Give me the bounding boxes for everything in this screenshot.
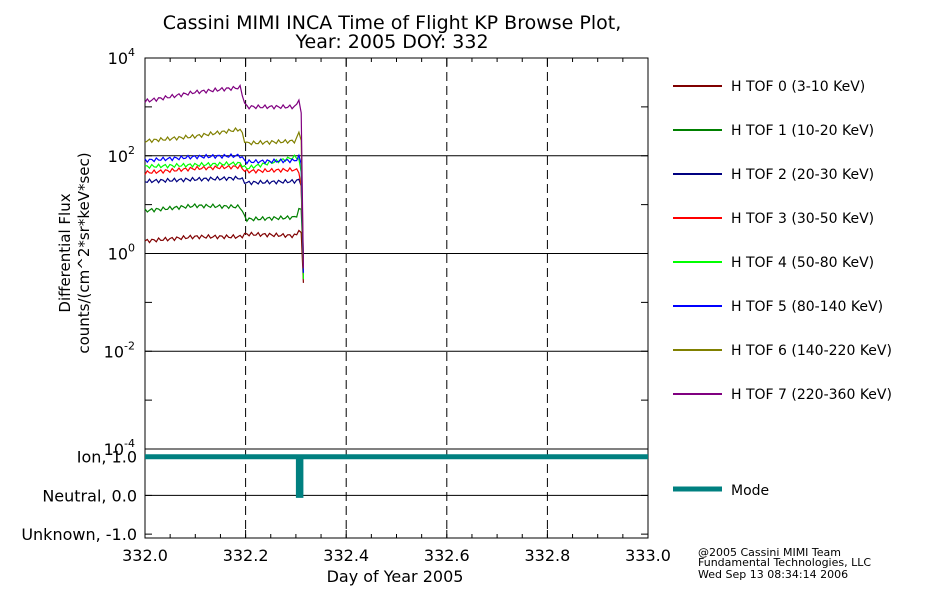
legend-label: H TOF 2 (20-30 KeV) xyxy=(731,167,874,183)
series-line xyxy=(144,203,304,269)
x-tick-label: 332.6 xyxy=(424,546,470,565)
mode-series-line xyxy=(145,454,648,498)
y-tick-label: 10-2 xyxy=(104,339,135,361)
legend-label: H TOF 0 (3-10 KeV) xyxy=(731,79,865,95)
x-axis-label: Day of Year 2005 xyxy=(327,567,464,586)
series-line xyxy=(144,163,304,280)
legend-label: H TOF 5 (80-140 KeV) xyxy=(731,299,883,315)
credits-line1: @2005 Cassini MIMI Team xyxy=(698,546,841,559)
legend-label: H TOF 1 (10-20 KeV) xyxy=(731,123,874,139)
y-tick-label: 102 xyxy=(108,144,135,166)
credits-line3: Wed Sep 13 08:34:14 2006 xyxy=(698,568,848,581)
y-tick-label: 104 xyxy=(108,46,135,68)
series-line xyxy=(144,84,304,269)
y-tick-label: 100 xyxy=(108,242,135,264)
x-tick-label: 332.4 xyxy=(323,546,369,565)
x-tick-label: 333.0 xyxy=(625,546,671,565)
credits-line2: Fundamental Technologies, LLC xyxy=(698,556,871,569)
legend-label: H TOF 4 (50-80 KeV) xyxy=(731,255,874,271)
x-tick-label: 332.0 xyxy=(122,546,168,565)
x-tick-label: 332.8 xyxy=(524,546,570,565)
mode-y-tick-label: Unknown, -1.0 xyxy=(21,525,137,544)
series-layer xyxy=(144,84,648,498)
legend-label: H TOF 6 (140-220 KeV) xyxy=(731,343,892,359)
chart-title-line1: Cassini MIMI INCA Time of Flight KP Brow… xyxy=(163,12,622,34)
legend: H TOF 0 (3-10 KeV) H TOF 1 (10-20 KeV) H T… xyxy=(673,79,892,499)
tick-layer: 332.0 332.2 332.4 332.6 332.8 333.0 104 102 100 1… xyxy=(21,46,671,565)
series-line xyxy=(144,152,304,273)
x-tick-label: 332.2 xyxy=(223,546,269,565)
series-line xyxy=(144,175,304,259)
mode-plot-frame xyxy=(144,448,649,539)
mode-y-tick-label: Neutral, 0.0 xyxy=(42,486,137,505)
y-axis-label-line2: counts/(cm^2*sr*keV*sec) xyxy=(75,152,93,353)
legend-label: Mode xyxy=(731,483,769,499)
mode-y-tick-label: Ion, 1.0 xyxy=(77,448,137,467)
chart-title-line2: Year: 2005 DOY: 332 xyxy=(294,31,488,53)
y-axis-label-line1: Differential Flux xyxy=(56,193,74,312)
series-line xyxy=(144,126,304,269)
legend-label: H TOF 3 (30-50 KeV) xyxy=(731,211,874,227)
grid-layer xyxy=(145,58,648,538)
legend-label: H TOF 7 (220-360 KeV) xyxy=(731,387,892,403)
series-line xyxy=(144,229,304,283)
y-tick-label: 10-4 xyxy=(104,437,135,459)
series-line xyxy=(144,154,304,280)
